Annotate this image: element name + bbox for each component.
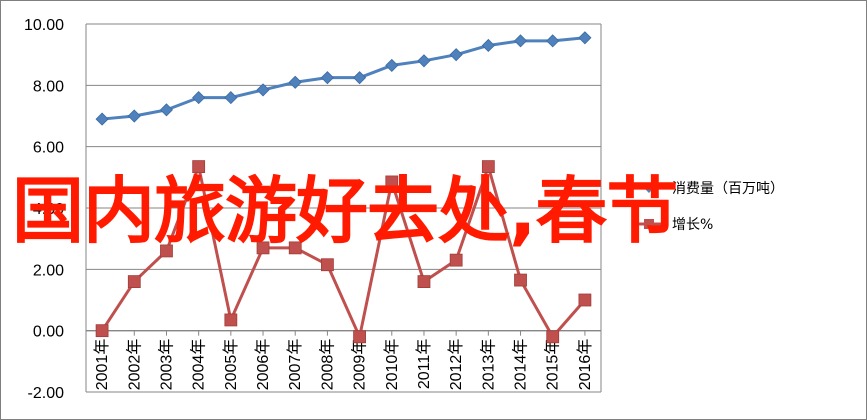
x-tick-label: 2011年 xyxy=(415,339,433,389)
data-point xyxy=(417,54,431,68)
x-tick-label: 2004年 xyxy=(190,339,208,391)
data-point xyxy=(224,313,238,327)
y-axis-tick-labels: 10.00 8.00 6.00 4.00 2.00 0.00 -2.00 xyxy=(24,17,64,402)
data-point xyxy=(514,273,527,287)
x-tick-label: 2008年 xyxy=(318,339,336,391)
data-point xyxy=(256,241,270,255)
legend: 消费量（百万吨） 增长% xyxy=(632,181,784,233)
data-point xyxy=(546,34,560,48)
data-point xyxy=(288,241,302,255)
data-point xyxy=(127,275,141,289)
y-tick-label: 8.00 xyxy=(33,78,64,95)
legend-label-growth: 增长% xyxy=(672,217,713,233)
y-tick-label: 0.00 xyxy=(33,324,64,341)
data-point xyxy=(95,324,109,338)
data-point xyxy=(353,330,366,344)
series-line xyxy=(101,36,586,121)
data-point xyxy=(578,293,592,307)
series-layer xyxy=(95,31,592,344)
series-1 xyxy=(95,160,592,344)
x-tick-label: 2001年 xyxy=(93,339,111,391)
x-tick-label: 2016年 xyxy=(576,339,594,391)
data-point xyxy=(160,244,173,258)
data-point xyxy=(224,91,238,105)
x-tick-label: 2005年 xyxy=(222,339,240,391)
y-tick-label: -2.00 xyxy=(28,385,65,402)
data-point xyxy=(192,91,206,105)
data-point xyxy=(449,253,463,267)
x-tick-label: 2007年 xyxy=(286,339,304,391)
x-axis-tick-labels: 2001年 2002年 2003年 2004年 2005年 2006年 2007年 2008年… xyxy=(93,339,594,391)
data-point xyxy=(385,58,399,72)
x-tick-label: 2014年 xyxy=(512,339,530,391)
data-point xyxy=(449,48,463,62)
x-tick-label: 2015年 xyxy=(544,339,562,391)
data-point xyxy=(159,103,174,117)
data-point xyxy=(95,112,109,126)
series-line xyxy=(100,165,587,339)
data-point xyxy=(127,109,141,123)
data-point xyxy=(481,38,495,53)
y-tick-label: 4.00 xyxy=(33,201,64,218)
data-point xyxy=(513,34,528,48)
legend-marker-growth xyxy=(644,219,654,229)
y-tick-label: 6.00 xyxy=(33,140,64,157)
axes xyxy=(85,24,602,392)
x-tick-label: 2012年 xyxy=(447,339,465,391)
x-tick-label: 2009年 xyxy=(351,339,369,391)
data-point xyxy=(256,83,270,97)
data-point xyxy=(321,258,334,272)
data-point xyxy=(353,71,367,85)
data-point xyxy=(385,175,399,189)
legend-marker-consumption xyxy=(644,183,654,193)
x-tick-label: 2010年 xyxy=(383,339,401,391)
x-tick-label: 2013年 xyxy=(479,339,497,391)
x-tick-label: 2002年 xyxy=(125,339,143,391)
x-tick-label: 2003年 xyxy=(157,339,175,391)
data-point xyxy=(192,160,206,174)
data-point xyxy=(481,160,495,174)
overlay-headline: 国内旅游好去处,春节 xyxy=(12,169,678,253)
y-tick-label: 2.00 xyxy=(33,262,64,279)
x-tick-label: 2006年 xyxy=(254,339,272,391)
y-tick-label: 10.00 xyxy=(24,17,64,34)
series-0 xyxy=(95,31,592,126)
data-point xyxy=(320,71,334,85)
legend-label-consumption: 消费量（百万吨） xyxy=(672,181,784,197)
data-point xyxy=(546,330,560,344)
data-point xyxy=(578,31,592,45)
data-point xyxy=(288,75,302,89)
data-point xyxy=(417,275,431,289)
